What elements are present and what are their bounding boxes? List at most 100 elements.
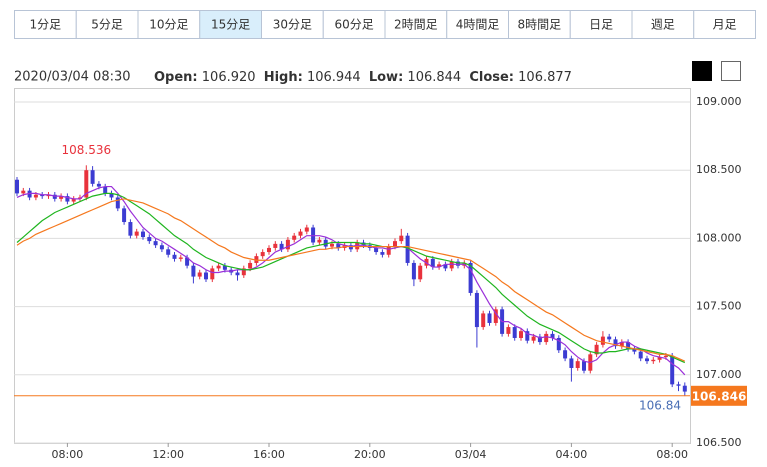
candle-body [147,237,152,242]
plot-area [14,88,691,444]
candle-body [657,357,662,360]
candle-body [336,243,341,248]
candle-body [248,262,253,269]
y-tick-label: 107.500 [696,300,742,313]
candle-body [204,272,208,280]
candle-body [355,242,360,250]
timeframe-button[interactable]: 60分足 [322,10,386,39]
candle-body [493,309,498,323]
timeframe-button[interactable]: 5分足 [75,10,139,39]
candle-body [676,384,681,386]
candle-body [191,265,196,277]
button-bg [569,10,633,39]
button-label: 4時間足 [456,18,500,32]
candle-body [46,194,51,197]
button-bg [446,10,509,39]
y-tick-label: 109.000 [696,95,742,108]
timeframe-button[interactable]: 月足 [693,10,756,39]
y-tick-label: 107.000 [696,368,742,381]
info-bar: 2020/03/04 08:30 Open: 106.920 High: 106… [14,70,572,85]
candle-body [285,239,290,250]
timeframe-button[interactable]: 8時間足 [508,10,571,39]
timeframe-button[interactable]: 30分足 [261,10,324,39]
candle-body [594,344,599,355]
label: High: [264,70,303,85]
light-theme-button[interactable] [721,61,741,81]
candle-body [235,272,240,276]
candle-body [40,194,45,197]
timeframe-button[interactable]: 10分足 [137,10,201,39]
candle-body [27,190,32,198]
y-tick-label: 108.000 [696,231,742,244]
candle-body [393,241,397,247]
candle-body [115,197,120,209]
candle-body [153,241,158,246]
dark-theme-button[interactable] [692,61,712,81]
button-bg [384,10,448,39]
candle-body [600,336,605,345]
candle-body [487,313,492,323]
button-label: 8時間足 [518,18,562,32]
button-label: 5分足 [91,18,123,32]
candle-body [474,292,479,328]
button-bg [508,10,571,39]
candle-body [292,235,297,240]
y-tick-label: 106.500 [696,436,742,449]
candle-body [563,350,568,359]
candle-body [468,262,473,293]
candle-body [525,331,530,341]
button-bg [75,10,139,39]
candle-body [519,331,523,338]
candle-body [569,358,574,368]
button-label: 1分足 [30,18,62,32]
moving-average-line [16,198,686,362]
timeframe-button[interactable]: 4時間足 [446,10,509,39]
candle-body [159,245,164,250]
candle-body [380,252,385,255]
x-tick-label: 08:00 [52,448,84,461]
button-label: 月足 [713,18,737,32]
candle-body [537,336,542,343]
candle-body [304,227,309,232]
button-bg [137,10,201,39]
candle-body [65,196,70,202]
candle-body [90,170,95,184]
candle-body [556,337,561,351]
timeframe-toolbar: 1分足 5分足 10分足 15分足 30分足 60分足 2時間足 4時間足 8時間足 日足 週足 月足 [14,10,756,39]
datetime: 2020/03/04 08:30 [14,70,131,85]
current-price-box [691,385,747,406]
timeframe-button[interactable]: 1分足 [14,10,77,39]
candle-body [418,265,423,280]
candle-body [15,179,19,194]
candle-body [626,342,631,349]
candle-body [260,252,265,257]
x-tick-label: 03/04 [455,448,487,461]
candle-body [386,246,391,255]
price-annotation: 106.84 [639,399,681,413]
candle-body [241,268,246,276]
candle-body [254,256,259,263]
candle-body [52,194,57,199]
candle-body [84,170,89,198]
candle-body [185,257,190,266]
timeframe-button[interactable]: 日足 [569,10,633,39]
timeframe-button[interactable]: 週足 [631,10,695,39]
candle-body [178,257,183,259]
timeframe-button[interactable]: 2時間足 [384,10,448,39]
candle-body [141,231,145,238]
candle-body [613,339,618,347]
value: 106.920 [202,70,256,85]
button-bg [322,10,386,39]
candle-body [323,239,328,247]
x-tick-label: 08:00 [656,448,688,461]
button-label: 30分足 [273,18,312,32]
price-annotation: 108.536 [61,143,111,157]
candle-body [210,268,215,280]
timeframe-button[interactable]: 15分足 [199,10,262,39]
candle-body [582,361,586,371]
candle-body [279,243,284,250]
candle-body [317,239,322,243]
value: 106.844 [407,70,461,85]
candle-body [531,336,536,341]
